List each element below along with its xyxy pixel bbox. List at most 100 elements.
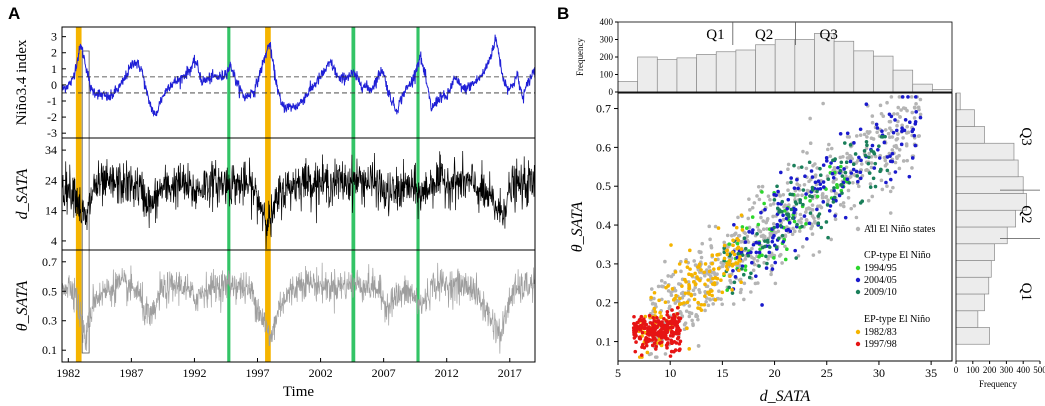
scatter-point <box>836 165 840 170</box>
scatter-point <box>824 156 829 160</box>
scatter-point <box>643 338 648 342</box>
scatter-point <box>801 149 805 154</box>
y-tick-label: 400 <box>600 17 614 27</box>
scatter-point <box>845 177 850 181</box>
scatter-point <box>805 151 809 155</box>
scatter-point <box>733 231 738 236</box>
legend-label: All El Niño states <box>864 224 935 235</box>
scatter-point <box>758 247 762 252</box>
scatter-point <box>855 174 860 178</box>
scatter-point <box>818 166 822 171</box>
scatter-point <box>706 303 711 308</box>
scatter-point <box>818 182 823 187</box>
scatter-point <box>687 272 691 277</box>
scatter-point <box>901 106 906 110</box>
scatter-point <box>851 162 856 166</box>
band-ep-1 <box>265 27 271 362</box>
scatter-point <box>892 112 896 116</box>
scatter-point <box>762 260 767 265</box>
x-axis-label: Time <box>283 384 314 400</box>
scatter-point <box>888 177 893 182</box>
scatter-point <box>867 151 871 156</box>
scatter-point <box>668 354 673 358</box>
scatter-point <box>633 349 638 354</box>
scatter-frame <box>617 92 953 362</box>
scatter-point <box>746 253 751 258</box>
scatter-point <box>863 153 868 158</box>
scatter-point <box>724 264 729 269</box>
scatter-point <box>727 285 731 290</box>
scatter-point <box>828 204 833 208</box>
scatter-point <box>666 300 671 304</box>
scatter-point <box>684 309 689 313</box>
scatter-point <box>885 168 890 173</box>
scatter-point <box>683 291 688 296</box>
scatter-point <box>794 256 798 260</box>
scatter-point <box>808 116 812 121</box>
scatter-point <box>858 201 863 205</box>
scatter-point <box>647 313 652 318</box>
scatter-point <box>675 305 680 310</box>
scatter-point <box>889 114 894 119</box>
scatter-point <box>883 163 888 168</box>
scatter-point <box>795 222 799 227</box>
scatter-point <box>895 123 899 128</box>
y-tick-label: 0.5 <box>596 179 611 193</box>
y-axis-label-1: d_SATA <box>14 168 31 219</box>
scatter-point <box>743 264 748 268</box>
legend-marker <box>855 289 861 295</box>
scatter-point <box>800 193 804 198</box>
scatter-point <box>634 340 638 344</box>
scatter-point <box>903 117 908 122</box>
scatter-point <box>867 155 871 160</box>
scatter-point <box>795 182 800 186</box>
scatter-point <box>656 331 661 336</box>
scatter-point <box>710 289 714 293</box>
scatter-point <box>852 141 856 145</box>
scatter-point <box>660 297 664 302</box>
top-histogram-bar <box>735 49 756 93</box>
scatter-point <box>765 218 769 223</box>
scatter-point <box>669 338 674 343</box>
scatter-point <box>840 191 844 195</box>
x-tick-label: 300 <box>1000 365 1014 375</box>
scatter-point <box>756 184 761 189</box>
scatter-point <box>783 203 787 208</box>
scatter-point <box>807 160 812 165</box>
scatter-point <box>712 271 716 275</box>
scatter-point <box>677 302 682 307</box>
scatter-point <box>715 272 719 276</box>
scatter-point <box>906 130 911 135</box>
scatter-point <box>687 314 692 319</box>
scatter-point <box>813 174 818 179</box>
scatter-point <box>652 341 657 345</box>
scatter-point <box>854 215 859 220</box>
scatter-point <box>816 221 821 226</box>
scatter-point <box>804 166 809 171</box>
scatter-point <box>858 170 863 175</box>
y-tick-label: 300 <box>600 35 614 45</box>
scatter-point <box>789 176 793 180</box>
quartile-label-top: Q2 <box>755 27 773 43</box>
legend-label: 2009/10 <box>864 287 897 298</box>
scatter-point <box>655 315 659 320</box>
scatter-point <box>646 329 651 334</box>
scatter-point <box>831 158 835 163</box>
scatter-point <box>871 176 876 181</box>
scatter-point <box>791 226 795 231</box>
scatter-point <box>725 288 729 292</box>
scatter-point <box>838 203 843 207</box>
y-tick-label: 0.1 <box>596 335 611 349</box>
scatter-point <box>848 174 853 179</box>
top-histogram-bar <box>637 56 658 93</box>
top-histogram-ylabel: Frequency <box>575 38 585 76</box>
scatter-point <box>862 149 867 153</box>
scatter-point <box>793 207 798 212</box>
scatter-point <box>798 212 803 217</box>
scatter-point <box>691 323 695 328</box>
scatter-point <box>666 284 670 288</box>
scatter-point <box>662 316 666 321</box>
scatter-point <box>675 312 680 316</box>
y-tick-label: 14 <box>45 204 57 218</box>
y-tick-label: -1 <box>47 94 57 108</box>
